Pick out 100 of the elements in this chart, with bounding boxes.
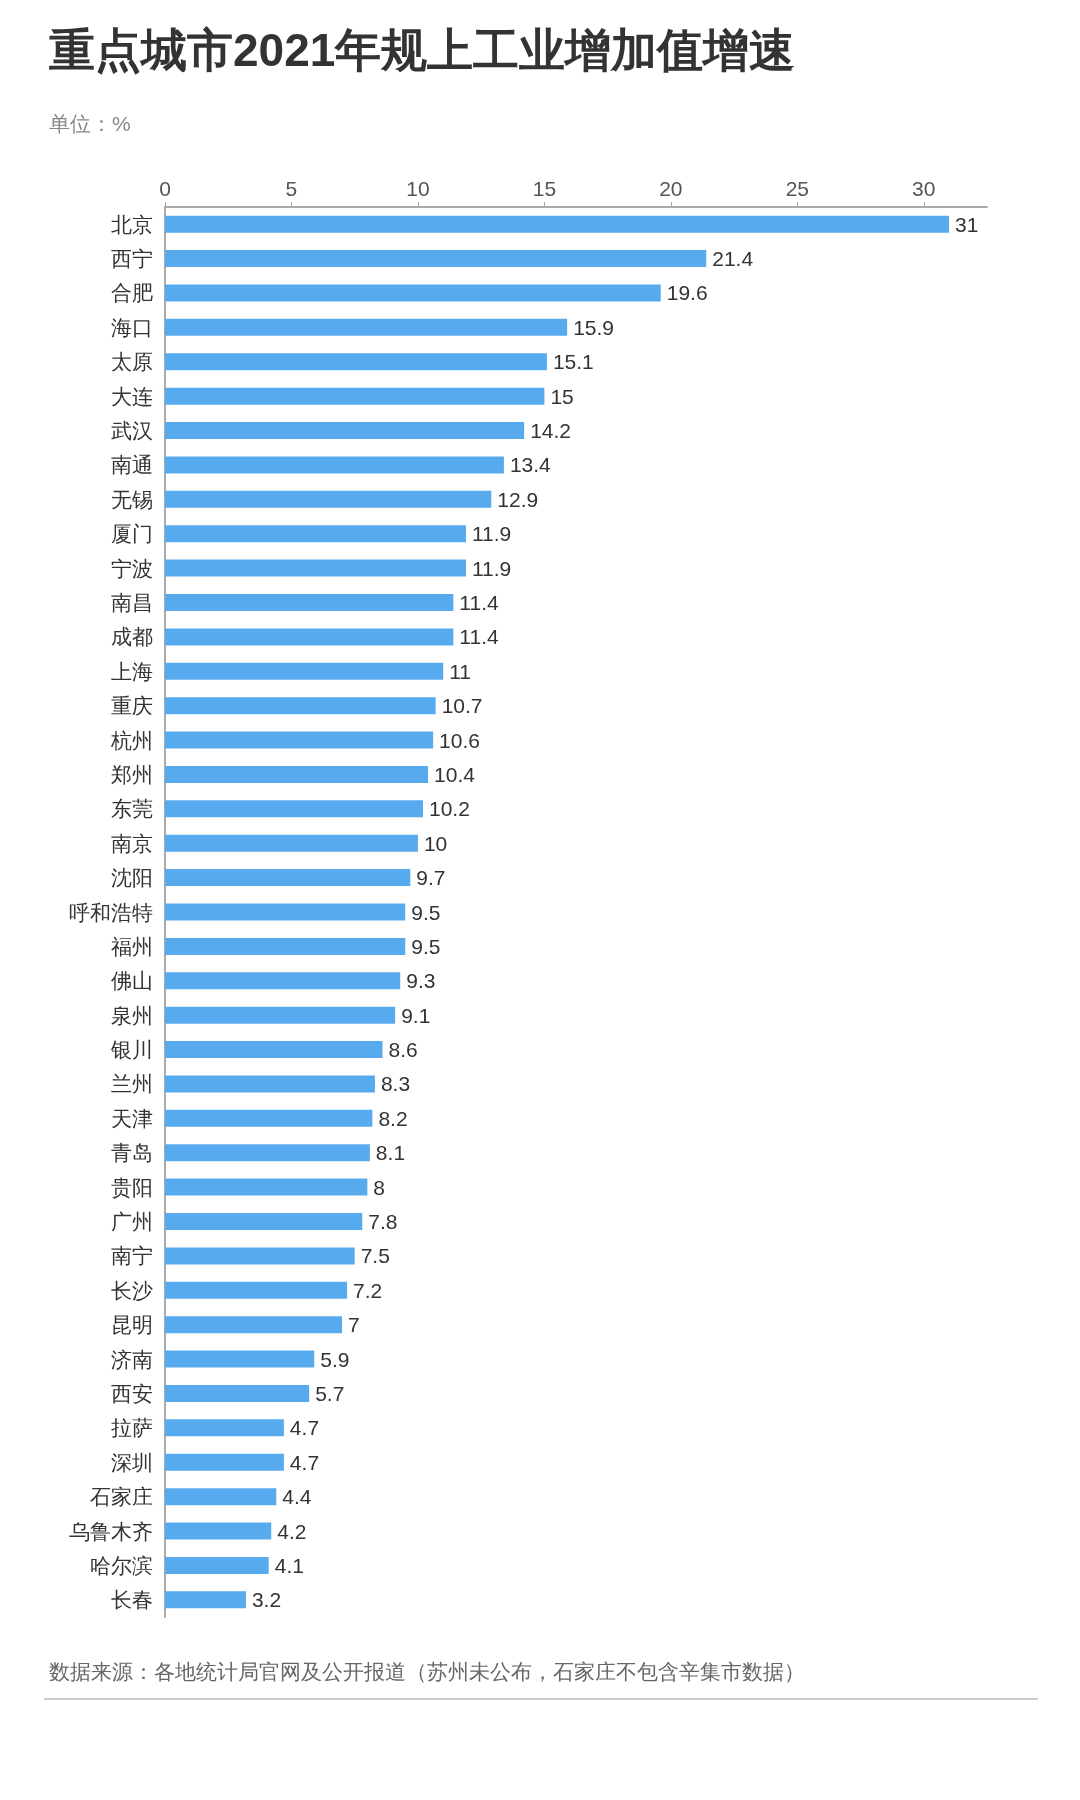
data-label: 9.3 [406,969,436,993]
data-label: 5.7 [315,1381,345,1405]
data-label: 8.3 [380,1072,411,1096]
bar [165,1488,277,1506]
bar [165,559,466,577]
data-label: 9.5 [411,900,441,924]
y-tick-label: 北京 [111,212,153,236]
y-tick-label: 海口 [111,315,153,339]
data-label: 21.4 [712,247,754,271]
bar [165,1350,315,1368]
data-label: 15 [550,384,574,408]
source-note: 数据来源：各地统计局官网及公开报道（苏州未公布，石家庄不包含辛集市数据） [49,1660,805,1683]
bar [165,1247,355,1265]
data-label: 8 [373,1175,386,1199]
data-label: 9.5 [411,934,441,958]
data-label: 15.9 [573,315,615,339]
chart-title: 重点城市2021年规上工业增加值增速 [49,24,796,76]
y-tick-label: 长沙 [111,1278,153,1302]
x-tick-label: 30 [912,177,936,200]
y-tick-label: 成都 [111,625,153,649]
data-label: 8.2 [378,1106,408,1130]
y-tick-label: 南昌 [111,590,153,614]
bar [165,1213,363,1231]
bar [165,1384,310,1402]
data-label: 8.1 [375,1141,406,1165]
bar [165,628,454,646]
data-label: 10.2 [428,797,470,821]
data-label: 10.7 [441,694,483,718]
x-tick-label: 0 [159,177,171,200]
bar [165,593,454,611]
data-label: 7.5 [360,1244,390,1268]
bar [165,800,423,818]
data-label: 4.7 [289,1416,320,1440]
bar [165,903,406,921]
y-tick-label: 广州 [111,1210,153,1234]
y-tick-label: 济南 [111,1347,153,1371]
y-tick-label: 银川 [110,1038,153,1062]
y-tick-label: 呼和浩特 [69,900,153,924]
y-tick-label: 长春 [111,1588,153,1612]
y-tick-label: 拉萨 [111,1416,153,1440]
bar [165,834,418,852]
bar [165,1281,348,1299]
y-tick-label: 天津 [111,1106,153,1130]
bar [165,972,401,990]
data-label: 7 [348,1313,360,1337]
y-tick-label: 杭州 [110,728,153,752]
y-tick-label: 深圳 [111,1450,153,1474]
bar [165,1591,246,1609]
bar [165,1178,368,1196]
y-tick-label: 泉州 [111,1003,153,1027]
y-tick-label: 郑州 [111,762,153,786]
data-label: 11.9 [471,556,512,580]
y-tick-label: 南京 [111,831,153,855]
bar [165,1109,373,1127]
bar [165,1316,343,1334]
data-label: 11.9 [471,522,512,546]
data-label: 7.8 [368,1210,398,1234]
bar [165,662,444,680]
data-label: 3.2 [251,1588,282,1612]
y-tick-label: 乌鲁木齐 [69,1519,153,1543]
data-label: 31 [955,212,979,236]
data-label: 10 [423,831,448,855]
data-label: 4.4 [282,1485,312,1509]
chart-subtitle: 单位：% [49,112,131,135]
y-tick-label: 合肥 [111,281,153,305]
bar [165,250,707,268]
y-tick-label: 佛山 [111,969,153,993]
data-label: 8.6 [388,1038,418,1062]
bar [165,1041,383,1059]
data-label: 13.4 [509,453,552,477]
y-tick-label: 厦门 [111,522,153,546]
x-tick-label: 10 [406,177,430,200]
y-tick-label: 太原 [111,350,153,374]
data-label: 7.2 [353,1278,383,1302]
y-tick-label: 南宁 [111,1244,153,1268]
y-tick-label: 宁波 [111,556,153,580]
bar [165,731,434,749]
bar [165,1006,396,1024]
y-tick-label: 西安 [111,1381,153,1405]
bar [165,456,504,474]
bar [165,937,406,955]
bar [165,869,411,887]
data-label: 4.7 [289,1450,320,1474]
bar [165,1556,269,1574]
x-tick-label: 20 [659,177,683,200]
data-label: 11.4 [459,625,499,649]
y-tick-label: 昆明 [111,1313,153,1337]
x-tick-label: 15 [532,177,557,200]
y-tick-label: 兰州 [111,1072,153,1096]
bar [165,697,436,715]
data-label: 19.6 [666,281,708,305]
data-label: 10.6 [439,728,480,752]
bar [165,215,950,233]
y-tick-label: 大连 [111,384,153,408]
y-tick-label: 无锡 [111,487,153,511]
y-tick-label: 东莞 [111,797,153,821]
bar [165,1419,284,1437]
x-tick-label: 5 [285,177,298,200]
data-label: 10.4 [434,762,476,786]
y-tick-label: 武汉 [111,419,153,443]
